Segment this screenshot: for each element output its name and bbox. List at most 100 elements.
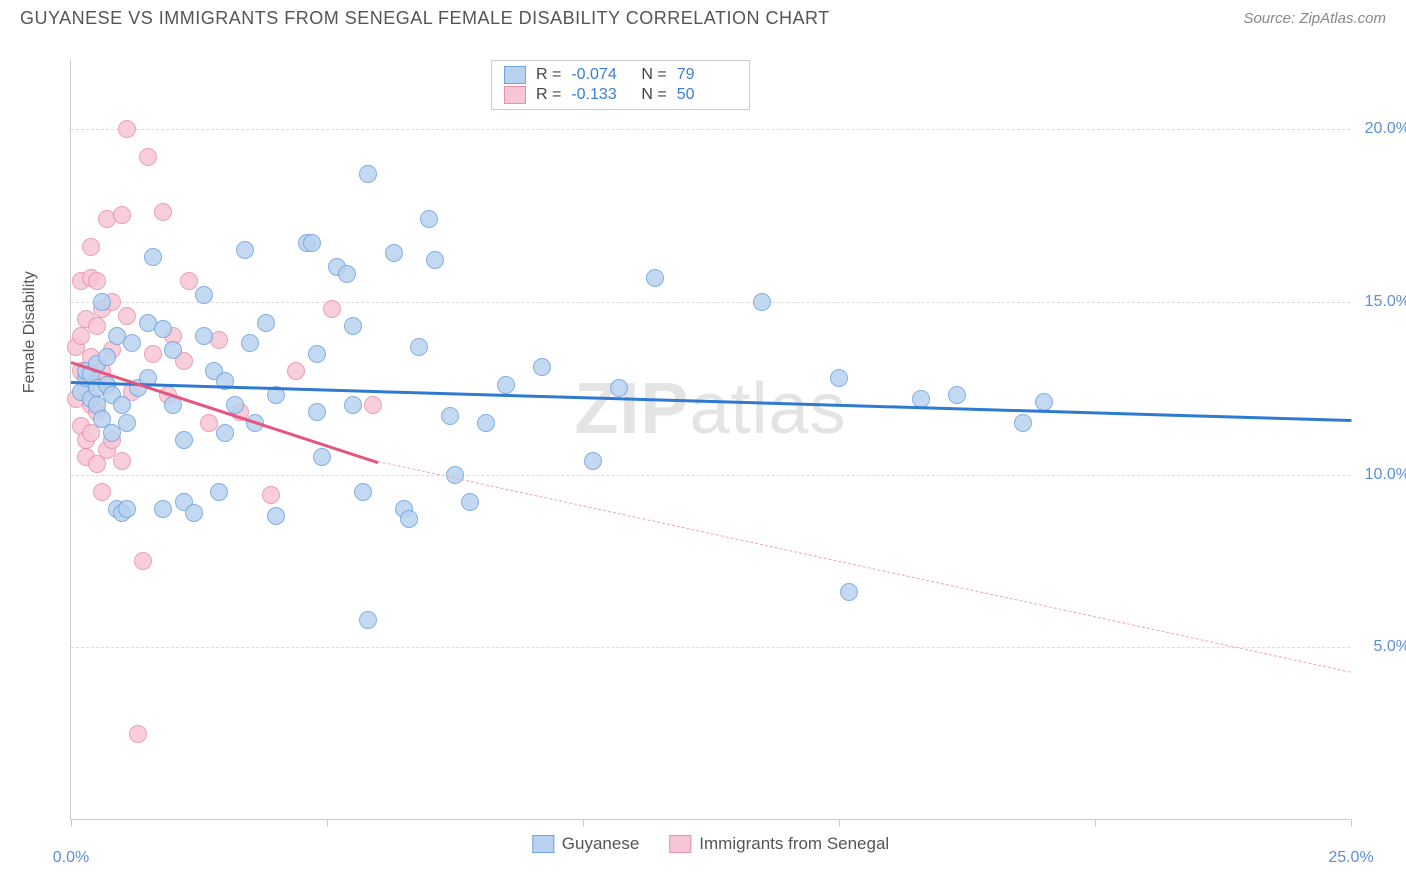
plot-area: ZIPatlas R = -0.074 N = 79 R = -0.133 N … <box>70 60 1350 820</box>
data-point <box>584 452 602 470</box>
swatch-senegal <box>504 86 526 104</box>
data-point <box>400 510 418 528</box>
data-point <box>308 345 326 363</box>
data-point <box>154 500 172 518</box>
x-tick-label: 25.0% <box>1328 849 1373 867</box>
data-point <box>1014 414 1032 432</box>
data-point <box>154 320 172 338</box>
data-point <box>175 431 193 449</box>
data-point <box>753 293 771 311</box>
data-point <box>446 466 464 484</box>
stats-row-2: R = -0.133 N = 50 <box>504 85 737 105</box>
data-point <box>113 452 131 470</box>
data-point <box>533 358 551 376</box>
stats-box: R = -0.074 N = 79 R = -0.133 N = 50 <box>491 60 750 110</box>
data-point <box>185 504 203 522</box>
data-point <box>118 307 136 325</box>
data-point <box>912 390 930 408</box>
chart-container: Female Disability ZIPatlas R = -0.074 N … <box>50 50 1380 840</box>
data-point <box>441 407 459 425</box>
data-point <box>410 338 428 356</box>
legend-swatch-guyanese <box>532 835 554 853</box>
data-point <box>93 293 111 311</box>
gridline <box>71 129 1350 130</box>
data-point <box>144 248 162 266</box>
data-point <box>82 238 100 256</box>
data-point <box>236 241 254 259</box>
data-point <box>129 725 147 743</box>
data-point <box>354 483 372 501</box>
data-point <box>144 345 162 363</box>
data-point <box>118 414 136 432</box>
y-tick-label: 5.0% <box>1374 638 1406 656</box>
data-point <box>118 120 136 138</box>
data-point <box>948 386 966 404</box>
swatch-guyanese <box>504 66 526 84</box>
data-point <box>287 362 305 380</box>
data-point <box>93 483 111 501</box>
data-point <box>461 493 479 511</box>
r-label-2: R = <box>536 86 561 104</box>
data-point <box>103 424 121 442</box>
gridline <box>71 475 1350 476</box>
x-tick <box>71 819 72 827</box>
gridline <box>71 647 1350 648</box>
y-tick-label: 15.0% <box>1365 293 1406 311</box>
data-point <box>88 317 106 335</box>
chart-header: GUYANESE VS IMMIGRANTS FROM SENEGAL FEMA… <box>0 0 1406 33</box>
data-point <box>364 396 382 414</box>
chart-source: Source: ZipAtlas.com <box>1243 10 1386 27</box>
x-tick <box>839 819 840 827</box>
watermark-light: atlas <box>689 369 846 449</box>
x-tick <box>327 819 328 827</box>
data-point <box>139 148 157 166</box>
data-point <box>195 327 213 345</box>
stats-row-1: R = -0.074 N = 79 <box>504 65 737 85</box>
data-point <box>313 448 331 466</box>
data-point <box>164 341 182 359</box>
chart-title: GUYANESE VS IMMIGRANTS FROM SENEGAL FEMA… <box>20 8 830 29</box>
n-value-1: 79 <box>677 66 737 84</box>
data-point <box>262 486 280 504</box>
data-point <box>840 583 858 601</box>
data-point <box>338 265 356 283</box>
data-point <box>323 300 341 318</box>
n-label-1: N = <box>641 66 666 84</box>
data-point <box>134 552 152 570</box>
data-point <box>257 314 275 332</box>
legend-label-guyanese: Guyanese <box>562 834 640 854</box>
legend-swatch-senegal <box>669 835 691 853</box>
data-point <box>344 317 362 335</box>
data-point <box>210 483 228 501</box>
trend-line <box>71 381 1351 422</box>
data-point <box>154 203 172 221</box>
data-point <box>113 396 131 414</box>
legend-item-guyanese: Guyanese <box>532 834 640 854</box>
data-point <box>646 269 664 287</box>
data-point <box>241 334 259 352</box>
data-point <box>267 507 285 525</box>
data-point <box>477 414 495 432</box>
data-point <box>303 234 321 252</box>
data-point <box>344 396 362 414</box>
data-point <box>830 369 848 387</box>
x-tick <box>583 819 584 827</box>
trend-line <box>378 461 1351 673</box>
y-axis-label: Female Disability <box>21 271 39 393</box>
x-tick <box>1095 819 1096 827</box>
data-point <box>1035 393 1053 411</box>
data-point <box>426 251 444 269</box>
data-point <box>210 331 228 349</box>
watermark-bold: ZIP <box>574 369 689 449</box>
legend-item-senegal: Immigrants from Senegal <box>669 834 889 854</box>
data-point <box>497 376 515 394</box>
data-point <box>88 272 106 290</box>
data-point <box>359 165 377 183</box>
data-point <box>123 334 141 352</box>
r-value-1: -0.074 <box>571 66 631 84</box>
legend-label-senegal: Immigrants from Senegal <box>699 834 889 854</box>
data-point <box>118 500 136 518</box>
data-point <box>385 244 403 262</box>
x-tick <box>1351 819 1352 827</box>
data-point <box>195 286 213 304</box>
